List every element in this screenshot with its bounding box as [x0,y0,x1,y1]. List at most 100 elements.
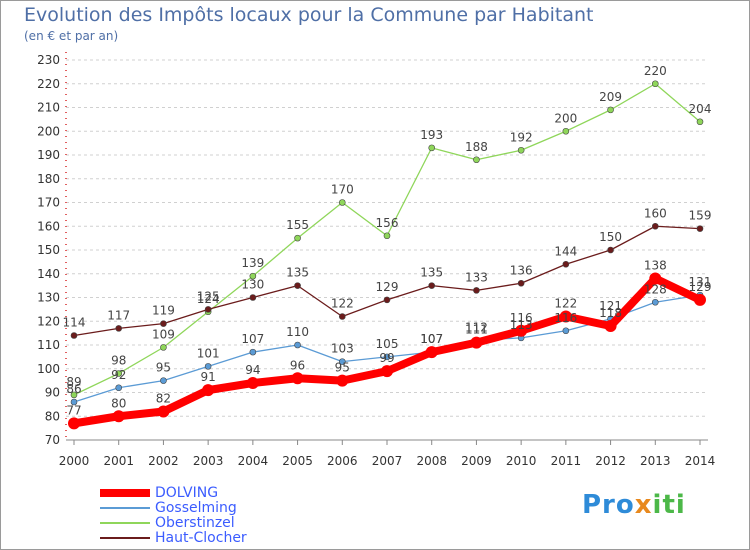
data-point [517,146,525,154]
legend-label: DOLVING [155,485,219,501]
data-label: 105 [376,337,399,351]
legend-item: Oberstinzel [100,515,360,531]
x-tick-label: 2003 [193,454,224,468]
data-label: 92 [111,368,126,382]
data-point [607,106,614,114]
legend-swatch [100,489,150,497]
x-tick-label: 2011 [551,454,582,468]
data-label: 220 [644,64,667,78]
data-point [515,324,528,337]
data-label: 200 [554,111,577,125]
data-point [651,298,659,306]
data-point [70,332,78,339]
data-point [249,272,257,280]
data-label: 117 [107,308,130,322]
y-tick-label: 100 [37,362,60,376]
data-point [249,294,257,301]
data-label: 77 [66,403,81,417]
data-point [291,372,304,385]
data-point [204,363,212,370]
data-label: 114 [63,316,86,330]
data-label: 160 [644,206,667,220]
data-point [607,246,614,254]
x-tick-label: 2010 [506,454,537,468]
data-label: 135 [286,266,309,280]
data-point [115,370,123,377]
data-label: 155 [286,218,309,232]
data-label: 131 [689,275,712,289]
legend-swatch [100,522,150,524]
data-label: 138 [644,259,667,273]
data-label: 135 [420,266,443,280]
data-label: 107 [420,332,443,346]
data-point [338,199,346,206]
data-label: 121 [599,299,622,313]
data-point [202,384,215,397]
data-label: 80 [111,396,126,410]
data-point [425,346,438,359]
x-tick-label: 2000 [59,454,90,468]
data-label: 128 [644,282,667,296]
data-point [294,282,301,289]
legend-swatch [100,507,150,509]
x-tick-label: 2004 [238,454,269,468]
data-label: 188 [465,140,488,154]
chart-title: Evolution des Impôts locaux pour la Comm… [24,4,594,26]
y-tick-label: 160 [37,219,60,233]
data-label: 118 [599,306,622,320]
data-point [294,234,301,242]
data-point [562,260,570,268]
data-point [115,384,123,392]
data-point [115,325,123,332]
y-tick-label: 220 [37,77,60,91]
data-point [604,320,617,332]
data-point [559,310,572,323]
data-point [517,279,525,287]
proxiti-logo: Proxiti [582,490,686,520]
data-label: 82 [156,392,171,406]
data-point [473,287,480,294]
data-label: 111 [465,323,488,337]
data-point [160,320,167,327]
data-label: 113 [510,318,533,332]
data-label: 124 [197,292,220,306]
chart-legend: DOLVING Gosselming Oberstinzel Haut-Clocher [100,485,360,546]
data-label: 192 [510,130,533,144]
data-point [383,353,391,361]
legend-item: Gosselming [100,500,360,516]
data-point [383,232,391,240]
data-label: 94 [245,363,260,377]
data-point [338,358,346,365]
y-tick-label: 190 [37,148,60,162]
data-point [160,377,167,384]
data-label: 136 [510,263,533,277]
x-tick-label: 2008 [416,454,447,468]
data-point [157,405,170,418]
data-label: 133 [465,270,488,284]
data-label: 91 [201,370,216,384]
legend-item: DOLVING [100,485,360,501]
data-point [338,313,346,320]
data-label: 209 [599,90,622,104]
data-label: 99 [379,351,394,365]
y-tick-label: 200 [37,124,60,138]
data-label: 129 [376,280,399,294]
data-label: 119 [152,304,175,318]
data-label: 122 [554,297,577,311]
data-label: 150 [599,230,622,244]
data-point [473,156,480,164]
legend-item: Haut-Clocher [100,530,360,546]
data-label: 103 [331,342,354,356]
x-tick-label: 2013 [640,454,671,468]
y-tick-label: 120 [37,314,60,328]
y-tick-label: 90 [45,386,60,400]
data-label: 101 [197,346,220,360]
data-label: 110 [286,325,309,339]
y-tick-label: 80 [45,409,60,423]
x-tick-label: 2007 [372,454,403,468]
data-label: 193 [420,128,443,142]
legend-swatch [100,537,150,539]
data-point [68,417,80,430]
y-tick-label: 180 [37,172,60,186]
